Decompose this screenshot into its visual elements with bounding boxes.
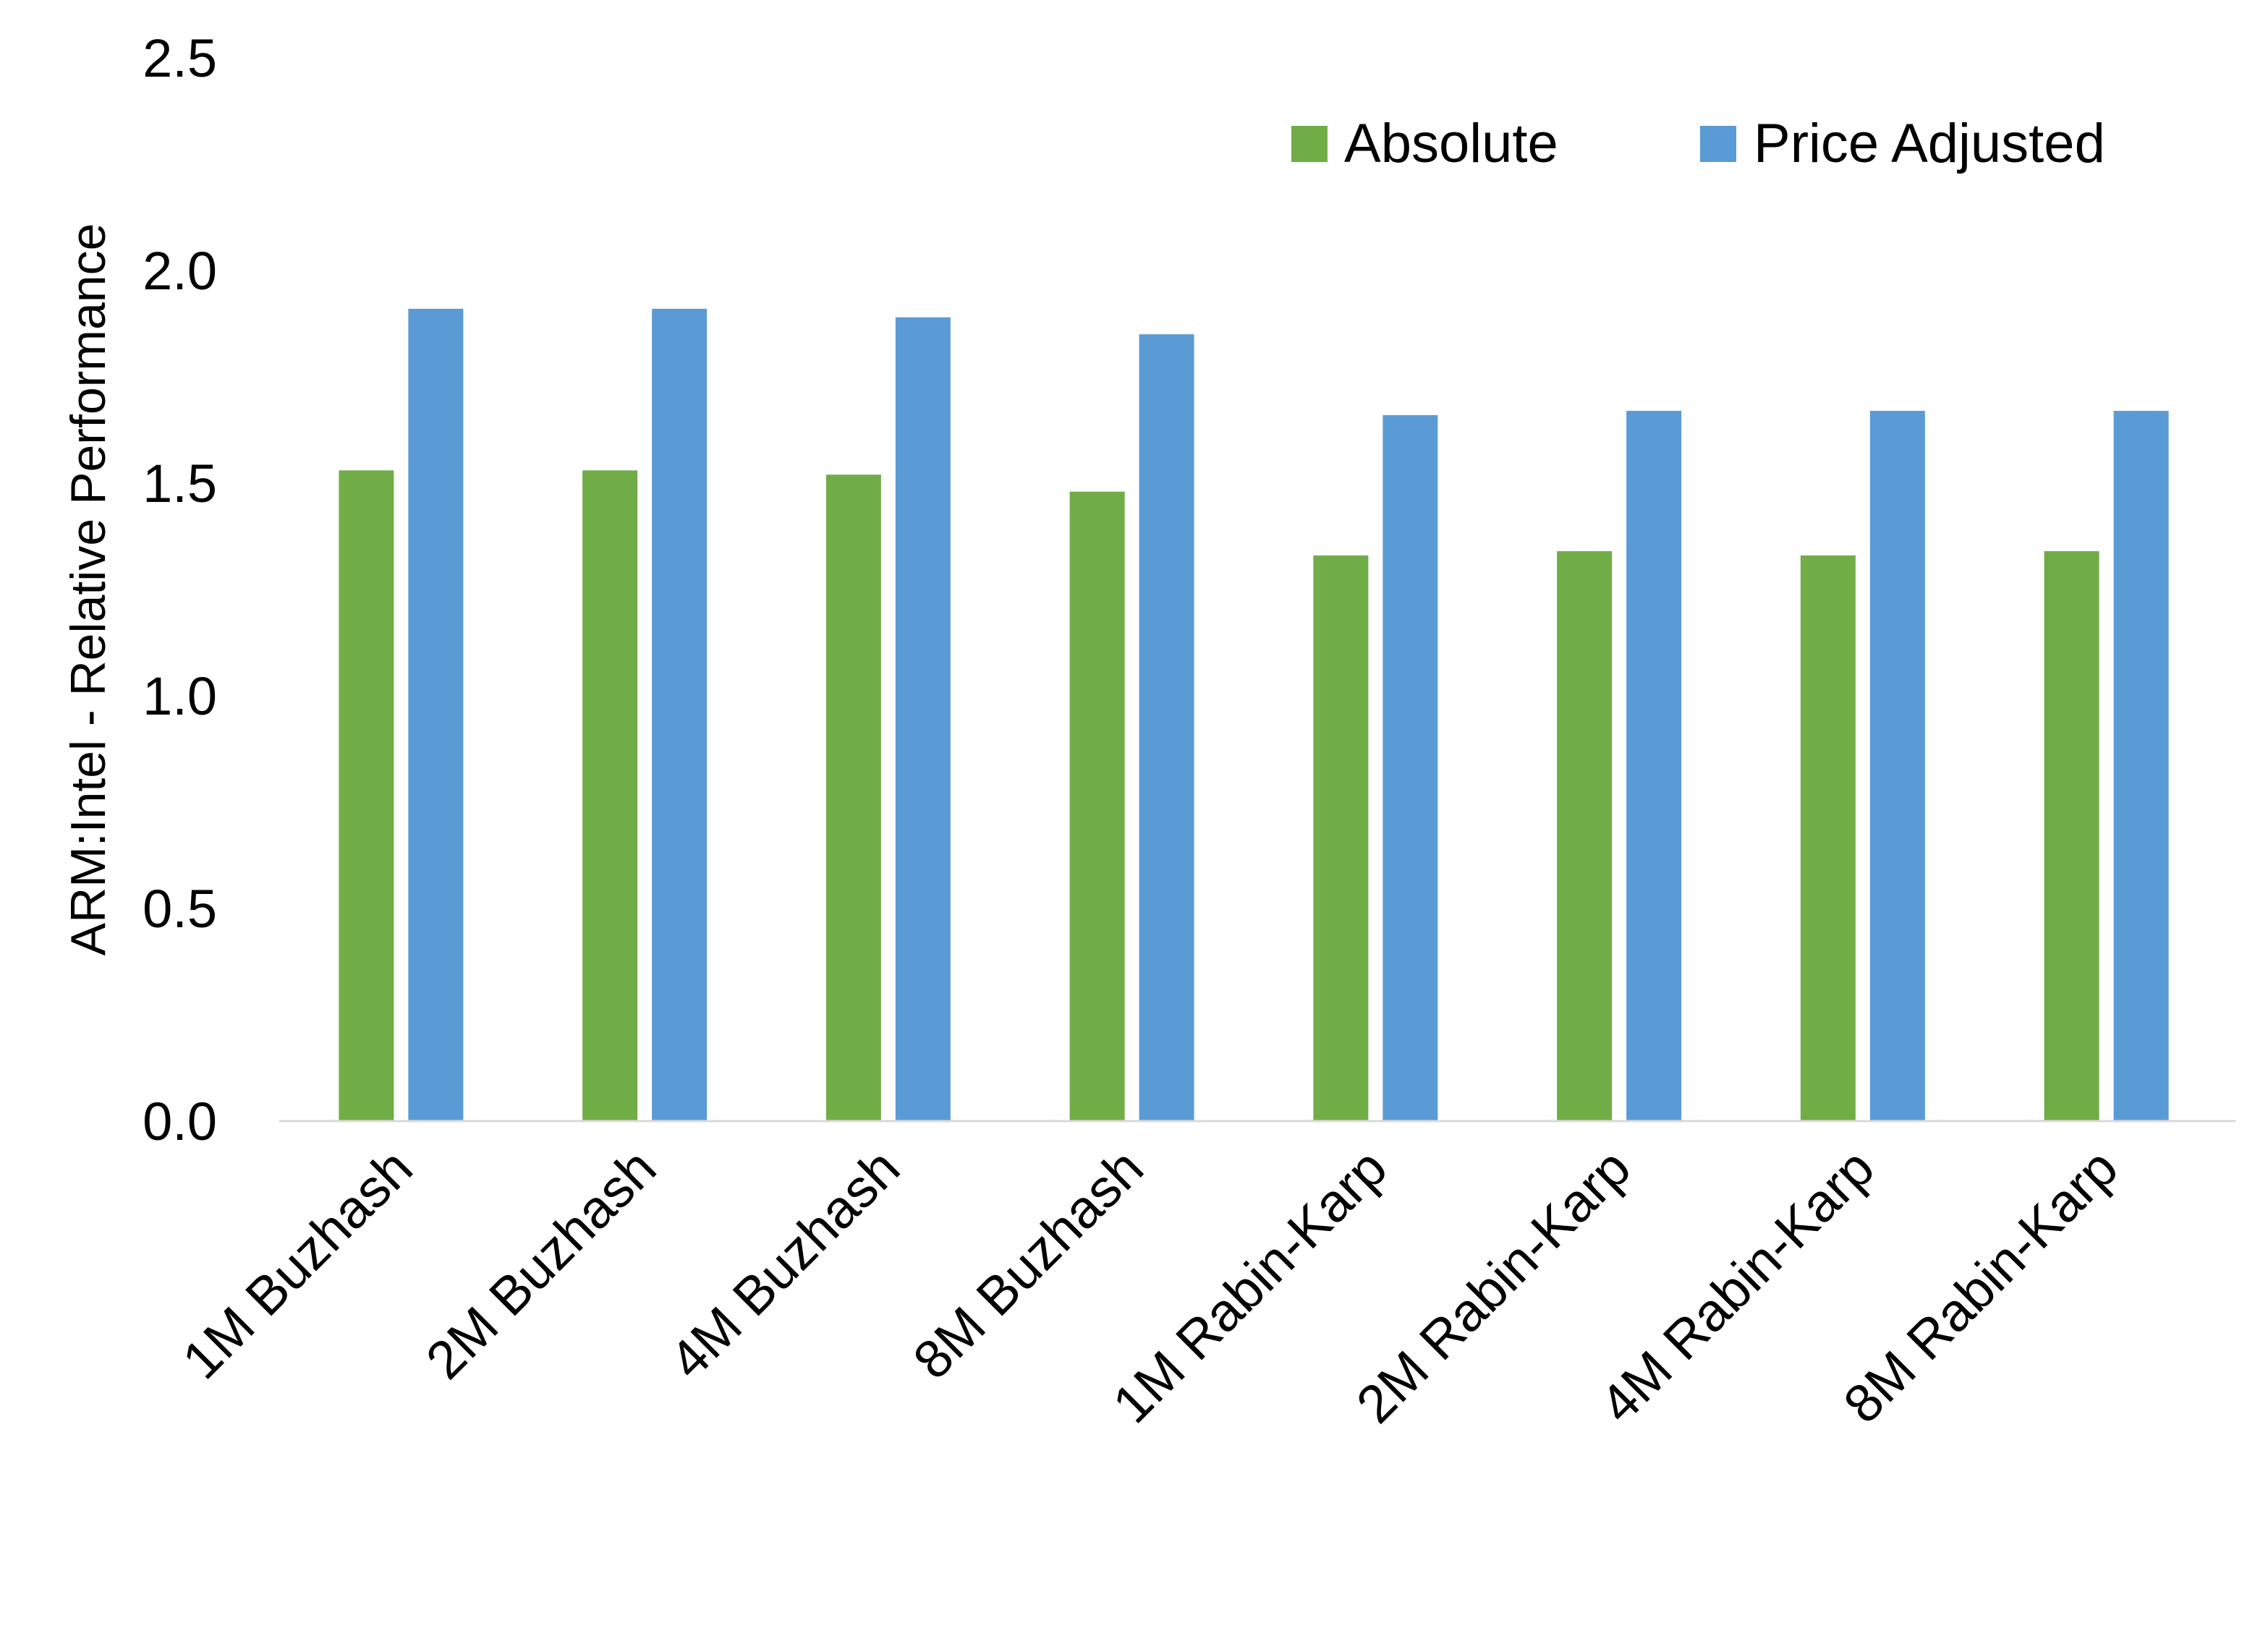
bars — [339, 308, 2169, 1122]
bar-price-adjusted — [652, 308, 708, 1121]
bar-absolute — [1557, 551, 1613, 1121]
bar-price-adjusted — [1626, 411, 1682, 1121]
bar-absolute — [2044, 551, 2099, 1121]
legend-label-absolute: Absolute — [1344, 113, 1558, 174]
bar-absolute — [1069, 491, 1125, 1121]
bar-price-adjusted — [2113, 411, 2169, 1121]
y-tick-label: 1.0 — [143, 666, 217, 726]
legend-label-price-adjusted: Price Adjusted — [1754, 113, 2105, 174]
legend: Absolute Price Adjusted — [1291, 113, 2105, 174]
x-tick-label: 4M Buzhash — [658, 1138, 912, 1391]
y-axis-label: ARM:Intel - Relative Performance — [61, 223, 116, 956]
y-tick-label: 0.5 — [143, 879, 217, 939]
x-tick-label: 8M Buzhash — [901, 1138, 1155, 1391]
bar-absolute — [1800, 555, 1856, 1121]
bar-price-adjusted — [408, 308, 464, 1121]
x-tick-label: 1M Buzhash — [171, 1138, 424, 1391]
y-axis-ticks: 0.0 0.5 1.0 1.5 2.0 2.5 — [143, 28, 217, 1151]
y-tick-label: 1.5 — [143, 453, 217, 514]
y-tick-label: 0.0 — [143, 1091, 217, 1151]
bar-price-adjusted — [1139, 334, 1194, 1122]
bar-absolute — [582, 470, 638, 1121]
bar-absolute — [1313, 555, 1369, 1121]
legend-swatch-absolute — [1291, 126, 1328, 162]
legend-swatch-price-adjusted — [1700, 126, 1736, 162]
bar-absolute — [825, 474, 881, 1121]
bar-price-adjusted — [1869, 411, 1925, 1121]
x-tick-label: 2M Buzhash — [415, 1138, 668, 1391]
bar-price-adjusted — [1383, 414, 1438, 1121]
y-tick-label: 2.0 — [143, 241, 217, 301]
y-tick-label: 2.5 — [143, 28, 217, 88]
bar-absolute — [339, 470, 394, 1121]
bar-price-adjusted — [895, 317, 951, 1122]
